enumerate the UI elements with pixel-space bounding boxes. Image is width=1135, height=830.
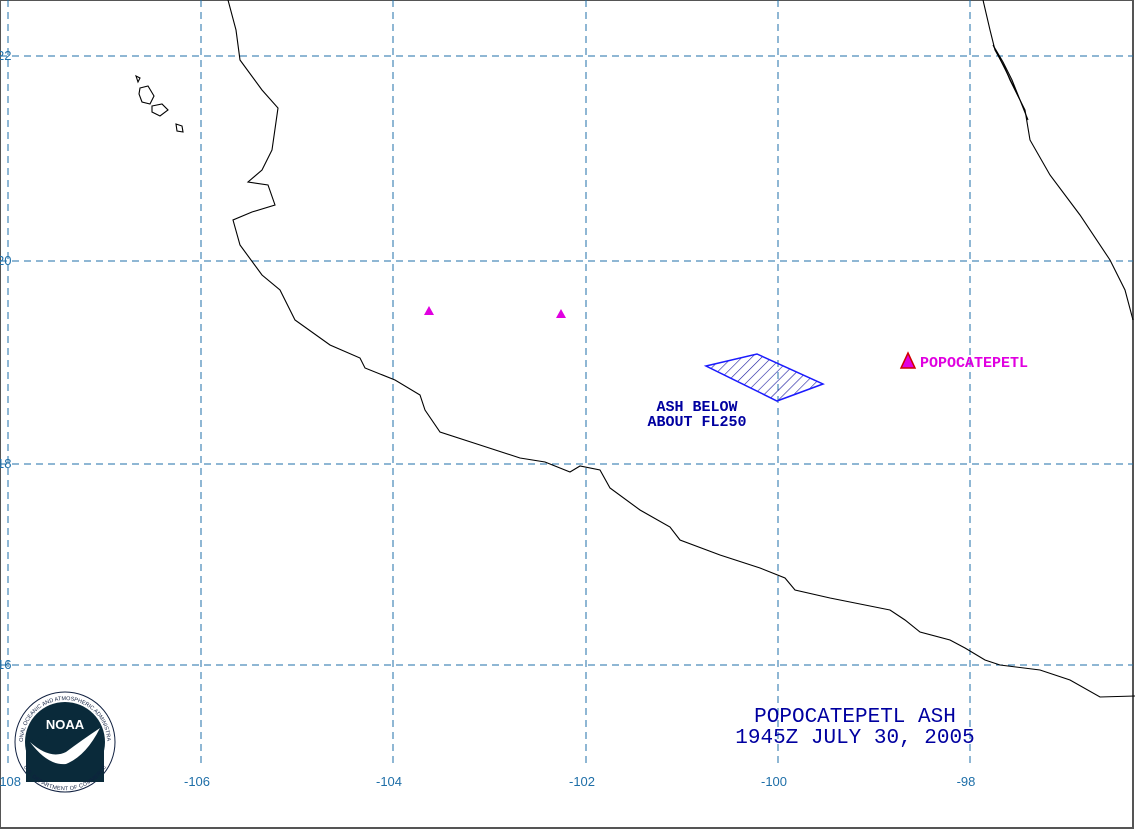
lon-label: -104 [376, 774, 402, 789]
ash-label: ABOUT FL250 [647, 414, 746, 431]
lat-label: 18 [0, 456, 11, 471]
map-title: POPOCATEPETL ASH [754, 706, 956, 729]
volcano-marker [556, 309, 566, 318]
lon-label: -98 [957, 774, 976, 789]
volcano-label: POPOCATEPETL [920, 355, 1028, 372]
lon-label: -102 [569, 774, 595, 789]
lon-label: -100 [761, 774, 787, 789]
lat-label: 16 [0, 657, 11, 672]
popocatepetl-marker [899, 351, 917, 369]
island [135, 74, 184, 133]
coastline [227, 0, 1135, 698]
lagoon [992, 44, 1029, 121]
ash-label: ASH BELOW [656, 399, 737, 416]
lat-label: 22 [0, 48, 11, 63]
lon-label: -108 [0, 774, 21, 789]
volcano-marker [424, 306, 434, 315]
lon-label: -106 [184, 774, 210, 789]
logo-name: NOAA [46, 717, 85, 732]
ash-area [703, 353, 825, 402]
map-title: 1945Z JULY 30, 2005 [735, 727, 974, 750]
lat-label: 20 [0, 253, 11, 268]
graticule [0, 0, 1133, 768]
